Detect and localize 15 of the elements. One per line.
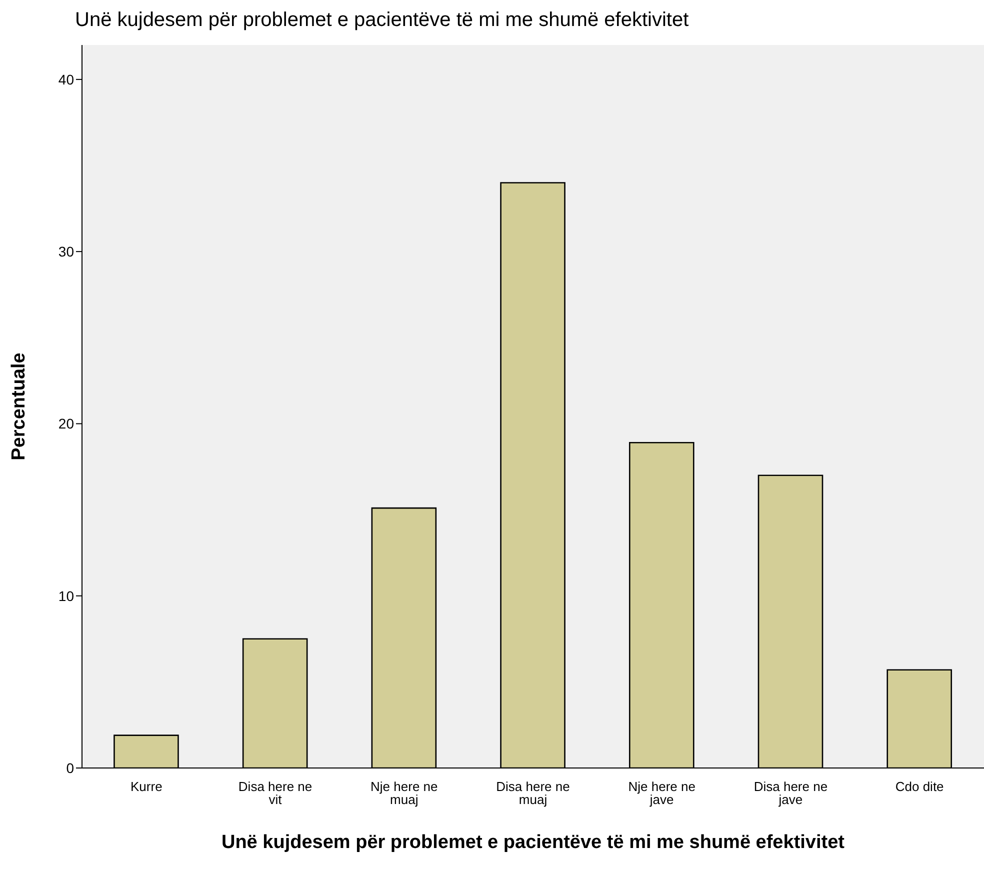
chart-title: Unë kujdesem për problemet e pacientëve të mi me shumë efektivitet	[74, 8, 690, 33]
y-tick-label: 30	[58, 244, 74, 260]
y-tick-label: 0	[66, 760, 74, 776]
y-tick-label: 10	[58, 588, 74, 604]
x-tick-label: Nje here ne muaj	[370, 779, 438, 808]
x-tick-label: Cdo dite	[895, 779, 944, 794]
y-axis-title: Percentuale	[8, 352, 30, 460]
y-tick-label: 40	[58, 71, 74, 88]
x-tick-label: Disa here ne jave	[754, 779, 828, 808]
x-tick-label: Disa here ne muaj	[496, 779, 570, 808]
y-tick-label: 20	[58, 416, 74, 432]
x-tick-label: Kurre	[130, 779, 162, 794]
x-axis-title: Unë kujdesem për problemet e pacientëve të mi me shumë efektivitet	[221, 832, 846, 853]
x-tick-label: Disa here ne vit	[238, 779, 312, 808]
x-tick-label: Nje here ne jave	[628, 779, 696, 808]
